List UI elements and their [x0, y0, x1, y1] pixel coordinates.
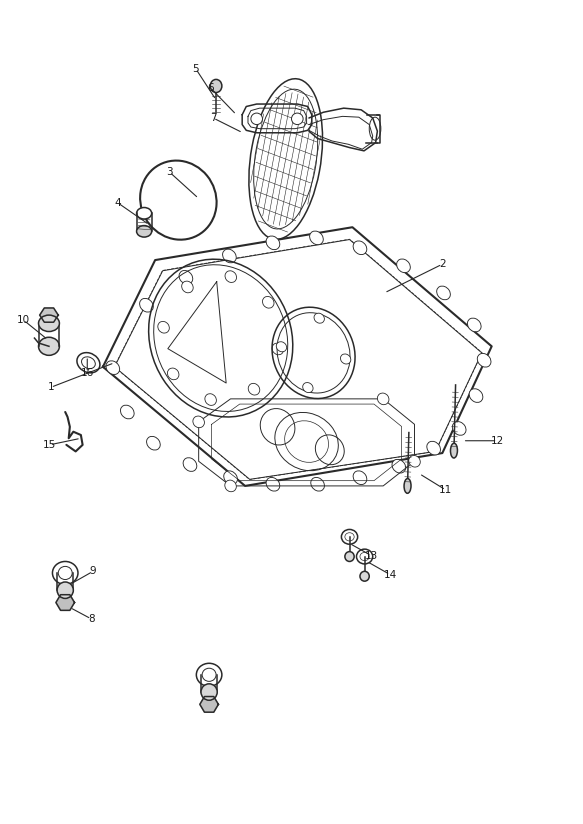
Ellipse shape: [139, 298, 153, 312]
Ellipse shape: [356, 549, 373, 564]
Text: 13: 13: [365, 550, 378, 560]
Ellipse shape: [469, 389, 483, 402]
Text: 1: 1: [47, 382, 54, 392]
Polygon shape: [200, 696, 219, 712]
Ellipse shape: [377, 393, 389, 405]
Ellipse shape: [353, 471, 367, 485]
Ellipse shape: [251, 113, 262, 124]
Ellipse shape: [193, 416, 205, 428]
Text: 4: 4: [114, 198, 121, 208]
Ellipse shape: [452, 422, 466, 435]
Ellipse shape: [342, 530, 357, 544]
Ellipse shape: [38, 315, 59, 331]
Ellipse shape: [52, 561, 78, 584]
Ellipse shape: [77, 353, 100, 372]
Ellipse shape: [262, 297, 274, 308]
Ellipse shape: [396, 259, 410, 273]
Ellipse shape: [314, 313, 324, 323]
Ellipse shape: [303, 382, 313, 392]
Text: 5: 5: [192, 63, 199, 73]
Text: 12: 12: [491, 436, 504, 446]
Ellipse shape: [248, 383, 260, 395]
Ellipse shape: [225, 480, 236, 492]
Ellipse shape: [292, 113, 303, 124]
Ellipse shape: [38, 337, 59, 355]
Ellipse shape: [106, 361, 120, 374]
Text: 8: 8: [88, 614, 94, 624]
Ellipse shape: [136, 208, 152, 219]
Ellipse shape: [392, 459, 406, 473]
Text: 15: 15: [43, 440, 56, 450]
Ellipse shape: [225, 271, 237, 283]
Ellipse shape: [266, 236, 280, 250]
Ellipse shape: [158, 321, 169, 333]
Text: 3: 3: [166, 167, 173, 177]
Text: 7: 7: [210, 113, 216, 123]
Text: 2: 2: [439, 260, 445, 269]
Text: 10: 10: [17, 315, 30, 325]
Ellipse shape: [276, 342, 287, 352]
Ellipse shape: [409, 456, 420, 467]
Ellipse shape: [451, 443, 458, 458]
Ellipse shape: [183, 457, 197, 471]
Ellipse shape: [196, 663, 222, 686]
Ellipse shape: [345, 551, 354, 561]
Ellipse shape: [437, 286, 450, 300]
Ellipse shape: [404, 479, 411, 494]
Polygon shape: [56, 595, 75, 611]
Ellipse shape: [121, 405, 134, 419]
Ellipse shape: [311, 477, 325, 491]
Ellipse shape: [210, 79, 222, 92]
Ellipse shape: [310, 231, 324, 245]
Ellipse shape: [353, 241, 367, 255]
Text: 16: 16: [80, 368, 94, 377]
Ellipse shape: [360, 571, 369, 581]
Ellipse shape: [477, 353, 491, 368]
Ellipse shape: [468, 318, 481, 332]
Ellipse shape: [340, 354, 351, 364]
Ellipse shape: [201, 684, 217, 700]
Text: 6: 6: [207, 82, 213, 92]
Ellipse shape: [223, 249, 236, 263]
Ellipse shape: [136, 226, 152, 237]
Ellipse shape: [205, 394, 216, 405]
Ellipse shape: [272, 343, 283, 355]
Text: 9: 9: [90, 566, 96, 576]
Text: 14: 14: [384, 569, 397, 579]
Ellipse shape: [266, 477, 280, 491]
Polygon shape: [40, 308, 58, 322]
Text: 11: 11: [439, 485, 452, 495]
Ellipse shape: [146, 437, 160, 450]
Ellipse shape: [224, 471, 237, 485]
Ellipse shape: [167, 368, 179, 380]
Ellipse shape: [427, 442, 441, 455]
Ellipse shape: [57, 582, 73, 598]
Ellipse shape: [182, 281, 193, 293]
Ellipse shape: [179, 270, 193, 284]
